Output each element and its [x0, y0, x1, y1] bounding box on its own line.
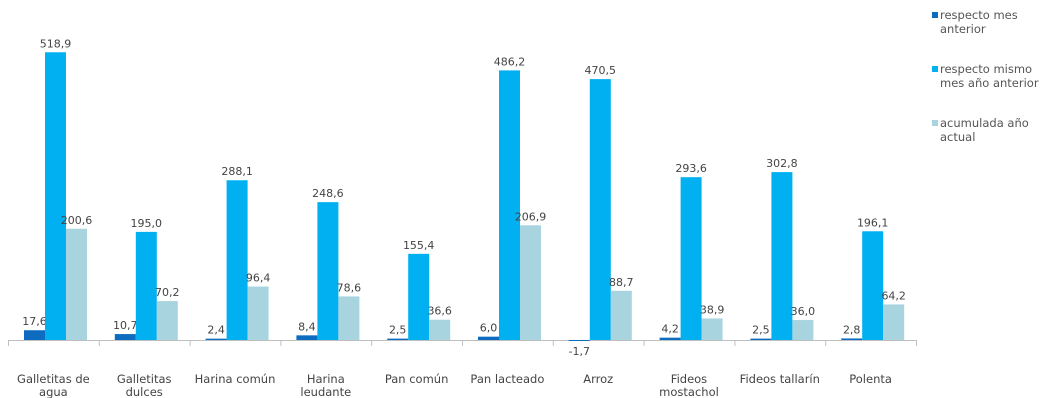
- category-label: leudante: [300, 385, 351, 398]
- legend-item: acumulada año actual: [932, 116, 1040, 144]
- bar: [520, 225, 541, 340]
- legend: respecto mes anterior respecto mismo mes añ…: [932, 8, 1040, 170]
- category-label: Harina: [307, 372, 345, 386]
- legend-label: actual: [940, 130, 976, 144]
- data-label: -1,7: [569, 345, 590, 358]
- data-label: 2,5: [752, 324, 770, 337]
- bar: [247, 286, 269, 340]
- bar: [135, 231, 157, 340]
- category-label: Fideos: [671, 372, 707, 386]
- data-label: 2,4: [207, 324, 225, 337]
- bar: [45, 52, 66, 340]
- data-label: 70,2: [155, 286, 180, 299]
- category-label: mostachol: [659, 385, 719, 398]
- data-label: 155,4: [403, 239, 435, 252]
- data-label: 36,0: [791, 305, 816, 318]
- bar: [226, 180, 248, 340]
- bar: [317, 202, 339, 340]
- data-label: 2,8: [843, 323, 861, 336]
- legend-swatch: [932, 66, 938, 72]
- data-label: 248,6: [312, 187, 344, 200]
- bar: [862, 231, 884, 340]
- category-label: agua: [39, 385, 68, 398]
- category-label: Arroz: [583, 372, 613, 386]
- data-label: 196,1: [857, 216, 889, 229]
- data-label: 2,5: [389, 324, 407, 337]
- data-label: 6,0: [480, 322, 498, 335]
- bar: [792, 320, 814, 340]
- category-label: Harina común: [195, 372, 276, 386]
- bar: [589, 79, 611, 340]
- bar: [701, 318, 723, 340]
- legend-label: respecto mes: [940, 8, 1018, 22]
- data-label: 486,2: [494, 55, 526, 68]
- legend-item: respecto mismo mes año anterior: [932, 62, 1040, 90]
- bar: [156, 301, 178, 340]
- bar: [205, 338, 227, 340]
- bar: [24, 330, 45, 340]
- bar: [387, 338, 409, 340]
- bar: [771, 172, 793, 340]
- data-label: 4,2: [661, 323, 679, 336]
- bar: [499, 70, 520, 340]
- data-label: 10,7: [113, 319, 138, 332]
- category-label: Fideos tallarín: [740, 372, 820, 386]
- category-label: Pan lacteado: [470, 372, 544, 386]
- data-label: 200,6: [61, 214, 93, 227]
- data-label: 38,9: [700, 303, 725, 316]
- bar: [568, 340, 590, 341]
- data-label: 17,6: [22, 315, 47, 328]
- bar: [610, 290, 632, 340]
- category-label: Galletitas de: [17, 372, 90, 386]
- bar: [680, 177, 702, 340]
- data-label: 88,7: [609, 276, 634, 289]
- bar: [750, 338, 772, 340]
- bar: [883, 304, 905, 340]
- data-label: 8,4: [298, 320, 316, 333]
- legend-item: respecto mes anterior: [932, 8, 1040, 36]
- category-label: dulces: [126, 385, 163, 398]
- legend-label: mes año anterior: [940, 76, 1039, 90]
- legend-label: anterior: [940, 22, 986, 36]
- legend-swatch: [932, 120, 938, 126]
- category-label: Pan común: [385, 372, 449, 386]
- legend-label: acumulada año: [940, 116, 1029, 130]
- bar: [66, 228, 87, 340]
- data-label: 302,8: [766, 157, 798, 170]
- bar: [338, 296, 360, 340]
- bar: [114, 334, 136, 340]
- bar: [296, 335, 318, 340]
- data-label: 36,6: [427, 305, 452, 318]
- category-label: Polenta: [849, 372, 892, 386]
- legend-swatch: [932, 12, 938, 18]
- data-label: 78,6: [337, 281, 362, 294]
- data-label: 64,2: [881, 289, 906, 302]
- bar: [408, 253, 430, 340]
- data-label: 293,6: [675, 162, 707, 175]
- data-label: 195,0: [131, 217, 163, 230]
- bar: [659, 337, 681, 340]
- bar: [478, 336, 499, 340]
- category-label: Galletitas: [117, 372, 172, 386]
- data-label: 470,5: [585, 64, 617, 77]
- legend-label: respecto mismo: [940, 62, 1033, 76]
- data-label: 518,9: [40, 37, 72, 50]
- data-label: 96,4: [246, 272, 271, 285]
- data-label: 206,9: [515, 210, 547, 223]
- data-label: 288,1: [221, 165, 253, 178]
- bar: [841, 338, 863, 340]
- bar: [429, 319, 451, 340]
